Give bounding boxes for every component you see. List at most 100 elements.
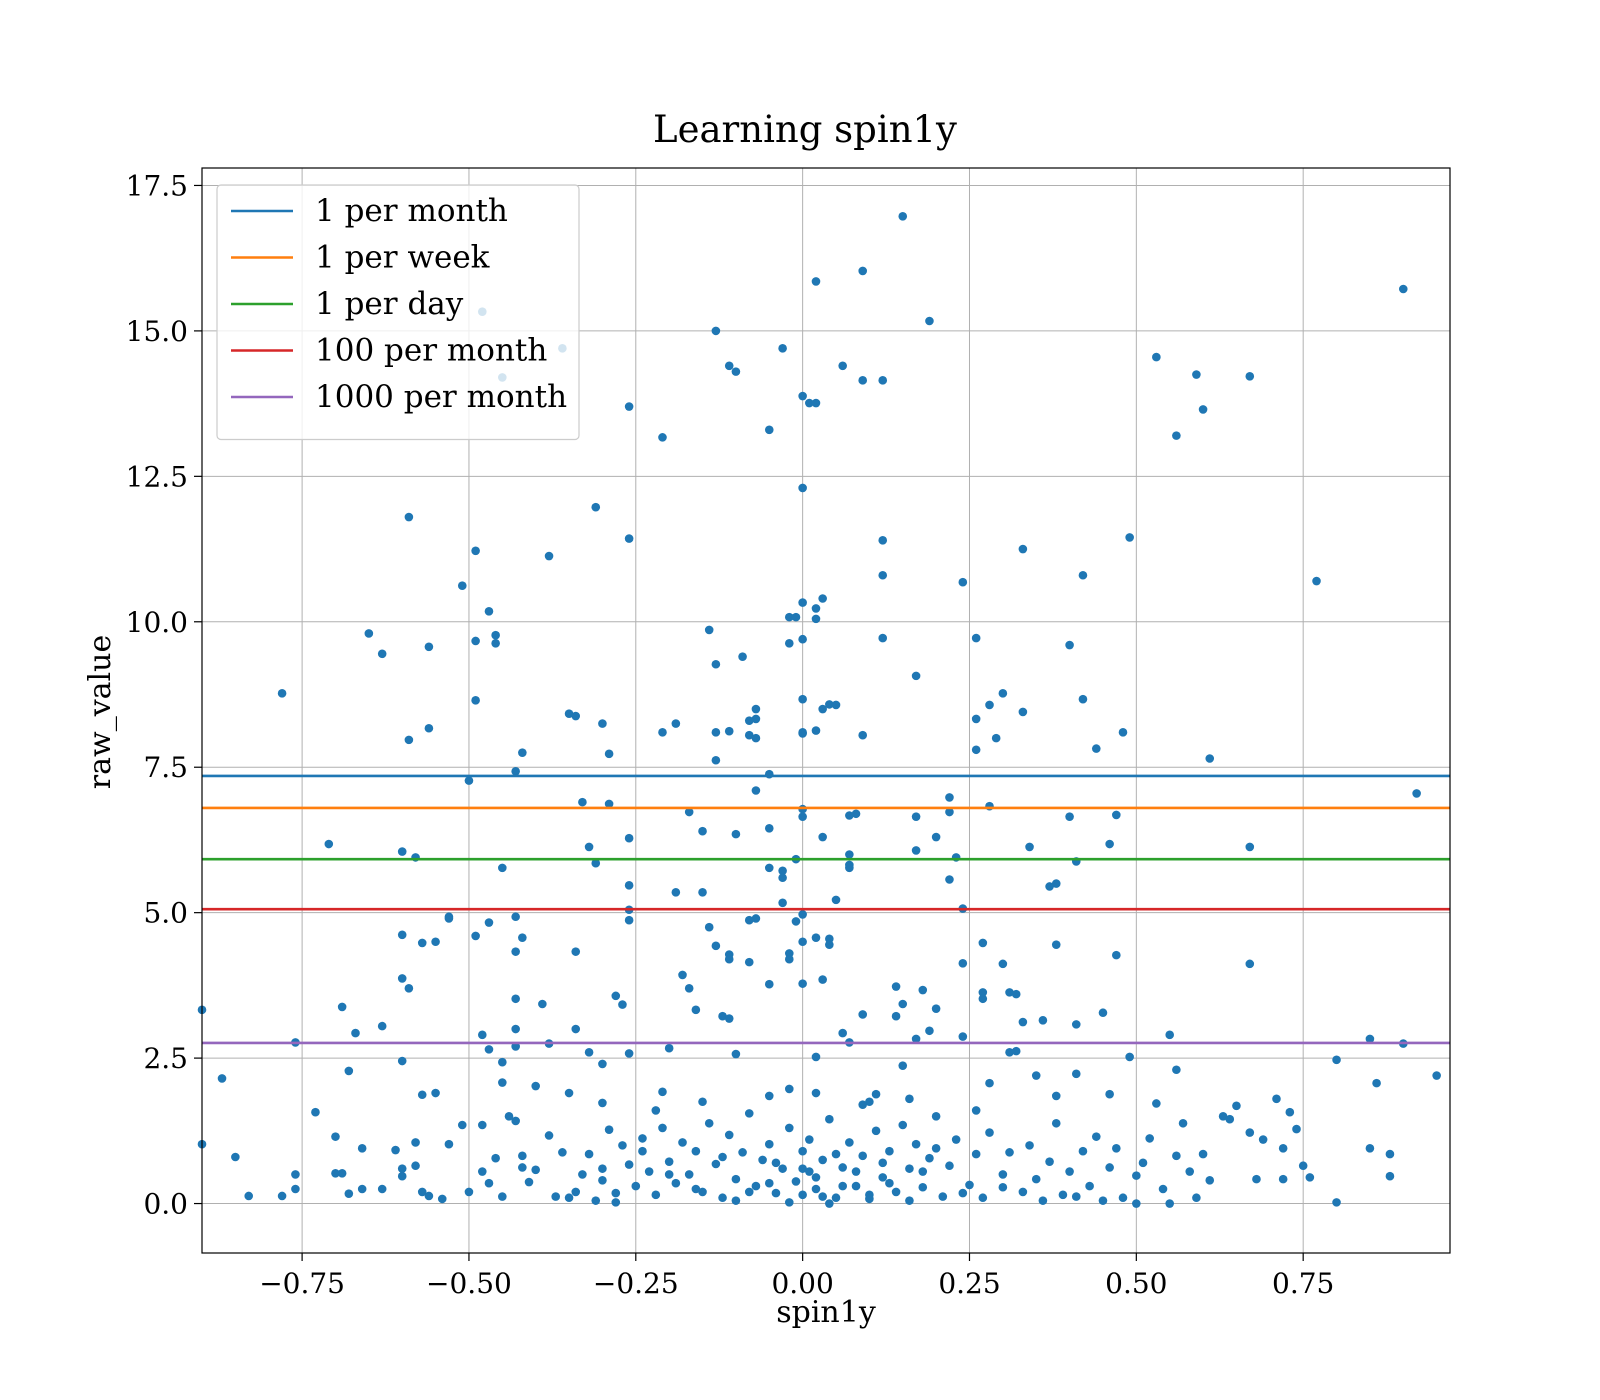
scatter-point xyxy=(858,376,868,385)
scatter-point xyxy=(764,425,774,435)
scatter-point xyxy=(858,1010,868,1019)
scatter-point xyxy=(1398,284,1408,294)
scatter-point xyxy=(898,1061,908,1070)
scatter-point xyxy=(277,689,287,698)
x-tick-label: 0.75 xyxy=(1272,1267,1334,1300)
scatter-point xyxy=(825,1199,834,1208)
scatter-point xyxy=(1051,940,1061,949)
scatter-point xyxy=(397,974,407,983)
scatter-point xyxy=(925,1026,934,1036)
scatter-point xyxy=(397,930,407,940)
scatter-point xyxy=(998,1182,1008,1192)
scatter-point xyxy=(731,829,741,839)
scatter-point xyxy=(711,326,721,336)
scatter-point xyxy=(838,1163,847,1172)
scatter-point xyxy=(1071,1069,1081,1079)
scatter-point xyxy=(631,1181,641,1191)
scatter-point xyxy=(831,1149,841,1159)
scatter-point xyxy=(397,847,407,856)
scatter-point xyxy=(784,1198,794,1207)
scatter-point xyxy=(598,1059,607,1069)
scatter-point xyxy=(404,983,414,993)
scatter-point xyxy=(1098,1008,1108,1018)
scatter-point xyxy=(1038,1015,1048,1025)
scatter-point xyxy=(825,1114,834,1124)
scatter-point xyxy=(1118,1193,1128,1203)
scatter-point xyxy=(1292,1124,1301,1134)
scatter-point xyxy=(491,630,500,640)
scatter-point xyxy=(658,728,667,737)
scatter-point xyxy=(1432,1071,1441,1080)
scatter-point xyxy=(951,1135,961,1144)
scatter-point xyxy=(551,1192,561,1201)
scatter-point xyxy=(798,391,807,401)
scatter-point xyxy=(764,979,774,989)
scatter-point xyxy=(978,988,988,997)
scatter-point xyxy=(811,1088,821,1098)
scatter-point xyxy=(511,1042,520,1051)
scatter-point xyxy=(511,912,520,922)
threshold-lines xyxy=(202,774,1450,1045)
scatter-point xyxy=(1245,959,1255,969)
scatter-point xyxy=(1005,988,1014,997)
scatter-point xyxy=(698,888,707,897)
scatter-point xyxy=(518,748,527,757)
scatter-point xyxy=(431,937,440,947)
legend-label: 1000 per month xyxy=(315,379,567,415)
scatter-point xyxy=(464,1187,474,1197)
scatter-point xyxy=(911,812,921,821)
scatter-point xyxy=(344,1066,354,1076)
scatter-point xyxy=(945,875,954,884)
scatter-point xyxy=(678,1138,687,1147)
scatter-point xyxy=(357,1184,367,1194)
scatter-point xyxy=(1112,950,1121,960)
scatter-point xyxy=(377,649,387,659)
scatter-point xyxy=(771,1158,781,1168)
scatter-point xyxy=(724,361,734,371)
scatter-point xyxy=(664,1157,674,1166)
scatter-point xyxy=(1165,1199,1175,1208)
scatter-point xyxy=(1185,1167,1195,1176)
scatter-point xyxy=(744,716,754,725)
scatter-point xyxy=(538,999,547,1009)
scatter-point xyxy=(598,1098,607,1108)
scatter-point xyxy=(1105,1163,1114,1172)
y-axis-label: raw_value xyxy=(83,635,118,789)
scatter-point xyxy=(1332,1198,1341,1207)
scatter-point xyxy=(784,954,794,964)
scatter-point xyxy=(1305,1173,1315,1182)
scatter-point xyxy=(911,1034,921,1044)
scatter-point xyxy=(978,1193,988,1203)
scatter-point xyxy=(971,1149,981,1159)
scatter-point xyxy=(918,985,928,995)
scatter-point xyxy=(1078,694,1088,704)
scatter-point xyxy=(477,1030,487,1040)
scatter-point xyxy=(998,689,1008,698)
scatter-point xyxy=(1192,370,1201,379)
scatter-point xyxy=(811,398,821,408)
scatter-point xyxy=(544,1131,554,1140)
scatter-point xyxy=(798,1190,807,1200)
scatter-point xyxy=(377,1021,387,1031)
scatter-point xyxy=(931,1143,941,1153)
scatter-point xyxy=(945,1161,954,1171)
scatter-point xyxy=(811,1052,821,1062)
scatter-point xyxy=(784,1084,794,1094)
scatter-point xyxy=(604,749,614,759)
scatter-point xyxy=(1018,1187,1028,1197)
scatter-point xyxy=(277,1191,287,1201)
scatter-point xyxy=(1031,1071,1041,1080)
scatter-point xyxy=(1085,1181,1094,1191)
scatter-point xyxy=(591,858,601,868)
scatter-point xyxy=(878,1158,888,1168)
scatter-point xyxy=(624,1160,634,1169)
legend-box xyxy=(216,184,580,441)
scatter-point xyxy=(1372,1078,1381,1088)
scatter-point xyxy=(1205,754,1215,763)
scatter-point xyxy=(531,1081,540,1091)
y-tick-label: 0.0 xyxy=(143,1188,188,1221)
scatter-point xyxy=(651,1190,661,1200)
scatter-point xyxy=(784,612,794,622)
scatter-point xyxy=(638,1134,647,1143)
scatter-point xyxy=(764,824,774,833)
